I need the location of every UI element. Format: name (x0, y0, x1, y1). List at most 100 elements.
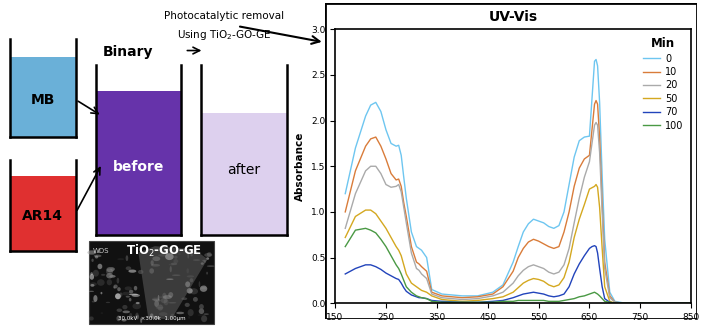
100 (509, 299, 517, 303)
0 (621, 301, 629, 305)
Line: 70: 70 (346, 246, 691, 303)
Ellipse shape (206, 272, 208, 274)
100 (590, 290, 599, 294)
70 (509, 296, 517, 300)
Ellipse shape (122, 292, 130, 295)
100 (412, 294, 421, 298)
70 (687, 301, 695, 305)
Ellipse shape (159, 296, 168, 298)
50 (687, 301, 695, 305)
70 (341, 272, 350, 276)
Ellipse shape (175, 314, 177, 316)
Ellipse shape (186, 268, 189, 273)
Ellipse shape (121, 319, 127, 321)
Ellipse shape (188, 309, 193, 316)
100 (382, 244, 390, 248)
Ellipse shape (101, 312, 103, 314)
Ellipse shape (190, 288, 198, 294)
100 (397, 272, 405, 276)
100 (560, 299, 569, 303)
0 (687, 301, 695, 305)
Ellipse shape (115, 293, 121, 299)
Ellipse shape (163, 295, 172, 299)
Ellipse shape (186, 275, 194, 277)
Ellipse shape (168, 302, 176, 304)
Ellipse shape (132, 294, 140, 297)
0 (641, 301, 650, 305)
Ellipse shape (106, 273, 113, 278)
Ellipse shape (163, 299, 168, 305)
70 (428, 299, 436, 303)
10 (554, 244, 563, 248)
100 (565, 298, 573, 302)
Ellipse shape (125, 287, 132, 290)
Ellipse shape (89, 291, 94, 292)
Ellipse shape (107, 279, 112, 285)
20 (621, 301, 629, 305)
Ellipse shape (200, 262, 204, 265)
Ellipse shape (106, 302, 110, 303)
100 (437, 300, 446, 304)
Ellipse shape (135, 315, 139, 319)
50 (417, 289, 426, 292)
100 (687, 301, 695, 305)
Ellipse shape (150, 313, 154, 318)
70 (545, 294, 553, 298)
50 (570, 235, 578, 239)
Ellipse shape (191, 254, 193, 257)
Ellipse shape (117, 287, 121, 291)
Ellipse shape (152, 256, 161, 261)
100 (498, 299, 507, 303)
Ellipse shape (93, 295, 97, 302)
100 (417, 296, 426, 300)
10 (415, 262, 423, 266)
Ellipse shape (149, 268, 154, 274)
Ellipse shape (135, 313, 139, 319)
0 (417, 248, 426, 252)
50 (611, 301, 619, 305)
100 (611, 301, 619, 305)
Ellipse shape (125, 255, 128, 261)
Ellipse shape (134, 286, 137, 290)
Ellipse shape (182, 297, 187, 300)
100 (362, 226, 370, 230)
Text: MB: MB (31, 93, 55, 107)
20 (641, 301, 650, 305)
Bar (10, 57, 76, 137)
100 (458, 300, 466, 304)
10 (570, 185, 578, 188)
100 (392, 263, 400, 267)
Text: WDS: WDS (93, 248, 109, 254)
100 (489, 300, 497, 304)
20 (415, 268, 423, 272)
Ellipse shape (162, 293, 167, 299)
10 (400, 201, 408, 205)
Ellipse shape (154, 300, 161, 302)
100 (570, 297, 578, 301)
Ellipse shape (128, 270, 136, 273)
100 (529, 299, 538, 303)
50 (641, 301, 650, 305)
70 (590, 244, 599, 248)
Ellipse shape (203, 260, 207, 261)
Ellipse shape (151, 316, 160, 319)
Text: TiO$_2$-GO-GE: TiO$_2$-GO-GE (126, 243, 202, 259)
Text: after: after (227, 163, 260, 177)
100 (575, 295, 583, 299)
Ellipse shape (176, 312, 184, 314)
100 (400, 278, 408, 282)
Ellipse shape (158, 254, 167, 257)
Ellipse shape (129, 294, 138, 295)
0 (554, 224, 563, 228)
Text: Binary: Binary (103, 45, 154, 59)
Ellipse shape (93, 270, 99, 277)
70 (554, 294, 563, 298)
70 (524, 291, 533, 295)
50 (592, 183, 600, 186)
70 (611, 301, 619, 305)
Ellipse shape (190, 278, 193, 282)
Ellipse shape (129, 313, 132, 320)
100 (550, 299, 558, 303)
Ellipse shape (198, 281, 200, 287)
Ellipse shape (206, 257, 209, 260)
